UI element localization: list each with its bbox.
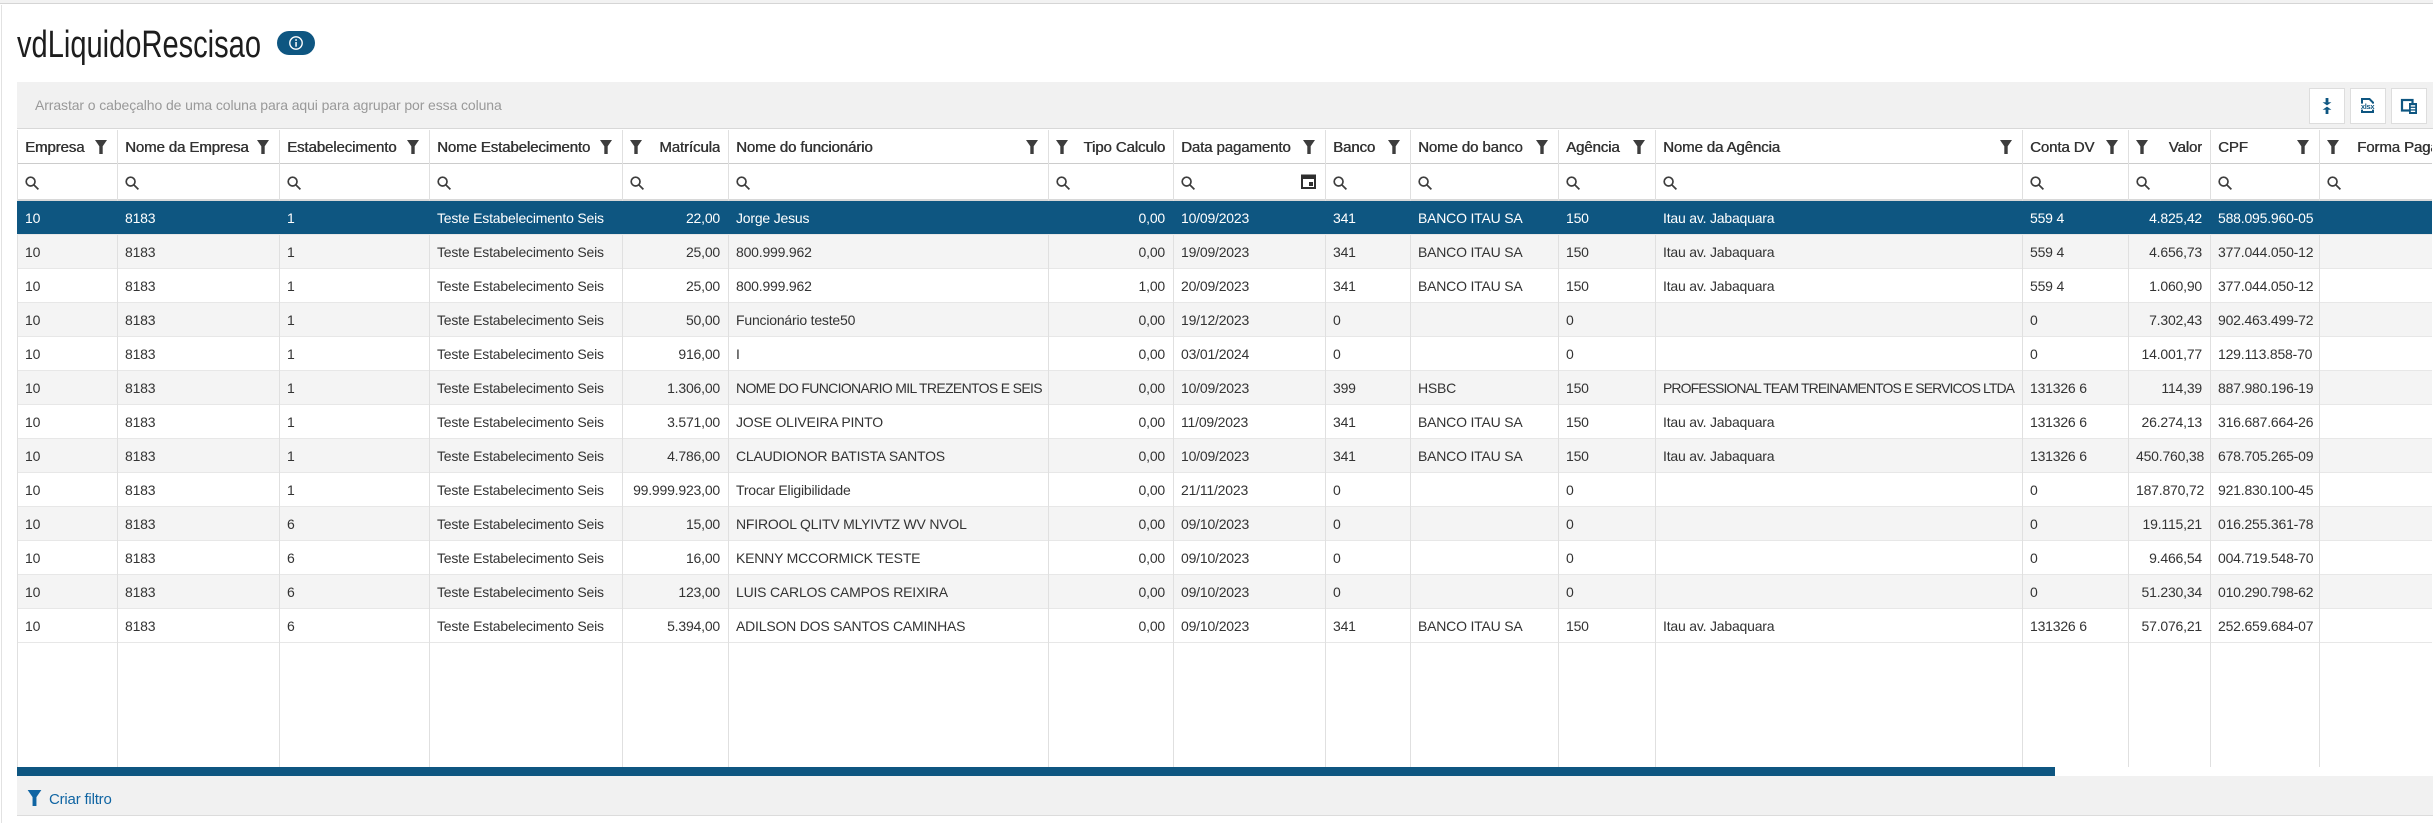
svg-text:xlsx: xlsx: [2361, 102, 2376, 111]
